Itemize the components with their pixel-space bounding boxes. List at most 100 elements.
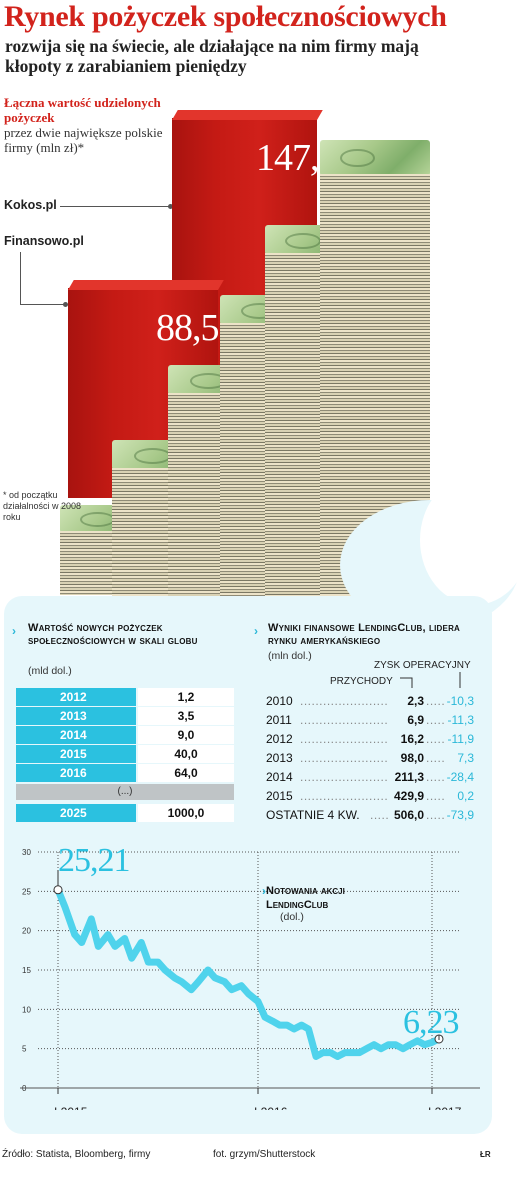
photo-credit: fot. grzym/Shutterstock xyxy=(213,1149,316,1160)
table-row: OSTATNIE 4 KW...........................… xyxy=(266,806,486,824)
col-header-revenue: PRZYCHODY xyxy=(330,676,393,687)
x-tick-label: I 2017 xyxy=(428,1105,462,1110)
y-tick-label: 10 xyxy=(22,1005,31,1014)
chevron-right-icon: › xyxy=(262,884,266,898)
lending-revenue: 16,2 xyxy=(400,732,424,746)
stock-chart: 051015202530I 2015I 2016I 2017 xyxy=(20,848,480,1110)
lending-revenue: 98,0 xyxy=(400,751,424,765)
lending-year: 2013 xyxy=(266,751,293,765)
x-tick-label: I 2016 xyxy=(254,1105,288,1110)
y-tick-label: 30 xyxy=(22,848,31,857)
chevron-right-icon: › xyxy=(254,624,258,638)
y-tick-label: 5 xyxy=(22,1045,27,1054)
company-finansowo: Finansowo.pl xyxy=(4,234,84,248)
author-initials: ŁR xyxy=(480,1150,491,1159)
table-year: 2013 xyxy=(16,707,136,725)
lending-revenue: 6,9 xyxy=(407,713,424,727)
stock-price-line xyxy=(54,886,443,1060)
lending-operating-profit: -11,9 xyxy=(447,732,474,746)
top-label-rest: przez dwie największe polskie firmy (mln… xyxy=(4,125,163,155)
lending-operating-profit: -10,3 xyxy=(446,694,474,708)
table-row: 2025 1000,0 xyxy=(16,804,234,822)
table-value: 9,0 xyxy=(138,726,234,744)
stock-end-value: 6,23 xyxy=(403,1004,459,1041)
table-row: 2013 3,5 xyxy=(16,707,234,725)
table-row: 2014 9,0 xyxy=(16,726,234,744)
y-tick-label: 15 xyxy=(22,966,31,975)
table-row: 2014....................................… xyxy=(266,768,486,786)
leader-dots: ........................................… xyxy=(300,732,388,746)
table-value: 64,0 xyxy=(138,764,234,782)
stock-chart-unit: (dol.) xyxy=(280,911,304,923)
col-header-operating-profit: ZYSK OPERACYJNY xyxy=(374,660,471,671)
table-row: 2016 64,0 xyxy=(16,764,234,782)
table-year: 2015 xyxy=(16,745,136,763)
leader-dots: .......... xyxy=(426,751,446,765)
table-row: 2013....................................… xyxy=(266,749,486,767)
leader-dots: ........................................… xyxy=(300,751,388,765)
leader-dots: ........................................… xyxy=(370,808,388,822)
lending-operating-profit: 7,3 xyxy=(457,751,474,765)
leader-line-finansowo-h xyxy=(20,304,66,305)
leader-dots: ........................................… xyxy=(300,770,388,784)
lending-operating-profit: 0,2 xyxy=(457,789,474,803)
speech-bubble-cutout xyxy=(420,475,528,605)
table-gap-row: (...) xyxy=(16,784,234,800)
lending-revenue: 506,0 xyxy=(393,808,424,822)
global-table-unit: (mld dol.) xyxy=(28,665,72,677)
y-tick-label: 20 xyxy=(22,927,31,936)
table-row: 2015 40,0 xyxy=(16,745,234,763)
lending-operating-profit: -11,3 xyxy=(447,713,474,727)
table-value: 1,2 xyxy=(138,688,234,706)
y-tick-label: 25 xyxy=(22,887,31,896)
lending-year: 2015 xyxy=(266,789,293,803)
leader-line-kokos xyxy=(60,206,172,207)
footnote: * od początku działalności w 2008 roku xyxy=(3,490,82,522)
table-row: 2015....................................… xyxy=(266,787,486,805)
lending-operating-profit: -28,4 xyxy=(446,770,474,784)
leader-dots: .......... xyxy=(426,732,446,746)
leader-dots: .......... xyxy=(426,713,446,727)
stock-start-value: 25,21 xyxy=(58,842,130,879)
lending-year: 2014 xyxy=(266,770,293,784)
table-year: 2025 xyxy=(16,804,136,822)
table-row: 2012 1,2 xyxy=(16,688,234,706)
top-chart-label: Łączna wartość udzielonych pożyczek prze… xyxy=(4,95,164,155)
lending-year: OSTATNIE 4 KW. xyxy=(266,808,360,822)
column-header-brackets xyxy=(400,672,461,688)
stock-chart-title: Notowania akcji LendingClub xyxy=(266,885,345,911)
bar-finansowo-value: 88,5 xyxy=(156,307,219,349)
leader-dots: ........................................… xyxy=(300,694,388,708)
page-subtitle: rozwija się na świecie, ale działające n… xyxy=(5,36,419,76)
start-marker xyxy=(53,885,63,895)
top-label-highlight: Łączna wartość udzielonych pożyczek xyxy=(4,95,161,125)
leader-line-finansowo-v xyxy=(20,252,21,304)
table-year: 2014 xyxy=(16,726,136,744)
global-table-title: Wartość nowych pożyczek społecznościowyc… xyxy=(28,622,198,647)
table-row: 2010....................................… xyxy=(266,692,486,710)
x-tick-label: I 2015 xyxy=(54,1105,88,1110)
table-year: 2012 xyxy=(16,688,136,706)
table-value: 40,0 xyxy=(138,745,234,763)
leader-dot-finansowo xyxy=(63,302,68,307)
lending-year: 2010 xyxy=(266,694,293,708)
lending-table-unit: (mln dol.) xyxy=(268,650,312,662)
leader-dot-kokos xyxy=(168,204,173,209)
table-value: 3,5 xyxy=(138,707,234,725)
lending-operating-profit: -73,9 xyxy=(446,808,474,822)
lending-revenue: 211,3 xyxy=(394,770,424,784)
table-row: 2011....................................… xyxy=(266,711,486,729)
leader-dots: .......... xyxy=(426,694,446,708)
company-kokos: Kokos.pl xyxy=(4,198,57,212)
lending-year: 2011 xyxy=(266,713,292,727)
leader-dots: ........................................… xyxy=(300,789,388,803)
chevron-right-icon: › xyxy=(12,624,16,638)
lending-revenue: 429,9 xyxy=(393,789,424,803)
source-note: Źródło: Statista, Bloomberg, firmy xyxy=(2,1149,151,1160)
table-value: 1000,0 xyxy=(138,804,234,822)
leader-dots: ........................................… xyxy=(300,713,388,727)
page-title: Rynek pożyczek społecznościowych xyxy=(4,0,447,33)
leader-dots: .......... xyxy=(426,770,446,784)
lending-year: 2012 xyxy=(266,732,293,746)
lending-revenue: 2,3 xyxy=(407,694,424,708)
